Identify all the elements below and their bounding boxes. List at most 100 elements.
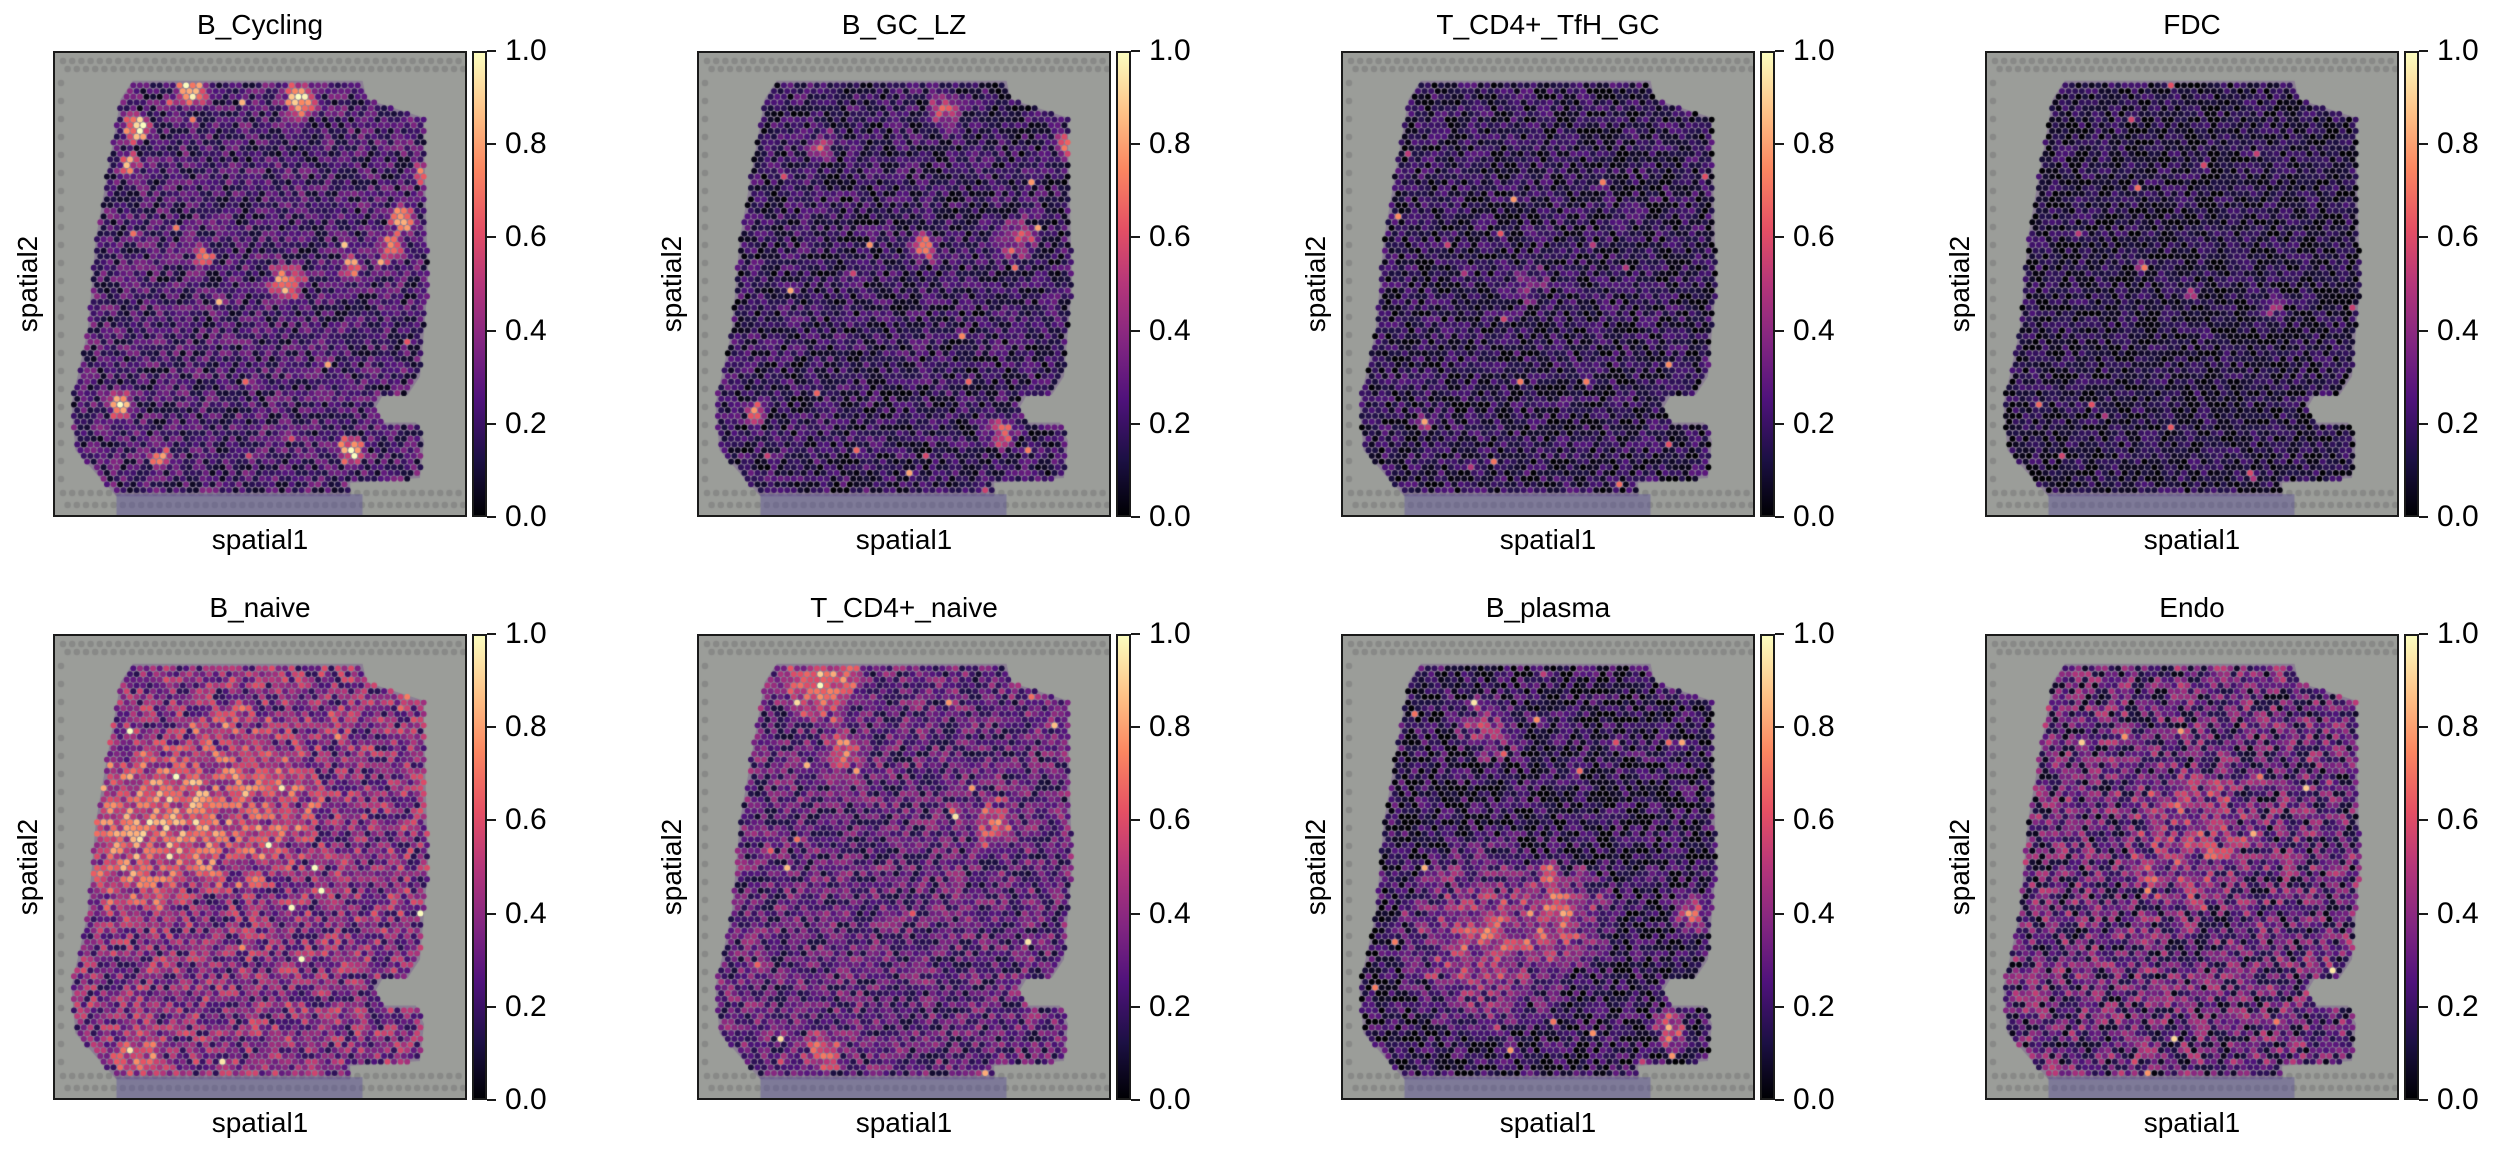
colorbar-tick bbox=[1131, 143, 1140, 146]
colorbar-tick-label: 0.6 bbox=[2437, 220, 2479, 254]
colorbar bbox=[2404, 51, 2419, 517]
colorbar-tick bbox=[1775, 50, 1784, 52]
colorbar bbox=[1760, 634, 1775, 1100]
spot-layer bbox=[1343, 53, 1753, 515]
colorbar-tick bbox=[487, 1005, 496, 1008]
spatial-plot bbox=[697, 634, 1111, 1100]
colorbar-tick bbox=[1775, 1005, 1784, 1008]
colorbar-tick-label: 0.4 bbox=[1793, 896, 1835, 930]
colorbar-tick-label: 0.2 bbox=[1793, 989, 1835, 1023]
colorbar-tick-label: 0.4 bbox=[1793, 313, 1835, 347]
colorbar-tick-label: 0.0 bbox=[1793, 500, 1835, 533]
panel-b-plasma: B_plasma spatial2 spatial1 0.0 0.2 0.4 0.6 0… bbox=[1288, 583, 1908, 1163]
colorbar-tick bbox=[1131, 1005, 1140, 1008]
colorbar-tick-label: 0.0 bbox=[1793, 1083, 1835, 1116]
y-axis-label: spatial2 bbox=[12, 818, 43, 916]
panel-title: FDC bbox=[2163, 9, 2221, 40]
panel-title: B_plasma bbox=[1485, 592, 1611, 623]
y-axis-label: spatial2 bbox=[656, 235, 687, 333]
colorbar-tick-label: 1.0 bbox=[1793, 34, 1835, 67]
panel-title: B_Cycling bbox=[196, 9, 324, 40]
panel-title: B_naive bbox=[209, 592, 311, 623]
panel-title: Endo bbox=[2159, 592, 2225, 623]
colorbar-tick-label: 0.6 bbox=[2437, 803, 2479, 837]
panel-fdc: FDC spatial2 spatial1 0.0 0.2 0.4 0.6 0.8 1.0 bbox=[1932, 0, 2494, 580]
colorbar-tick bbox=[487, 329, 496, 332]
spot-layer bbox=[699, 636, 1109, 1098]
colorbar-tick-label: 0.0 bbox=[1149, 1083, 1191, 1116]
colorbar-tick-label: 0.0 bbox=[1149, 500, 1191, 533]
colorbar-tick bbox=[2419, 236, 2428, 239]
colorbar-tick-label: 0.4 bbox=[505, 896, 547, 930]
colorbar-tick bbox=[1775, 819, 1784, 822]
colorbar-tick-label: 1.0 bbox=[1149, 617, 1191, 650]
colorbar-tick-label: 0.8 bbox=[2437, 127, 2479, 161]
colorbar-tick bbox=[1131, 516, 1140, 518]
panel-title: B_GC_LZ bbox=[841, 9, 967, 40]
panel-b-naive: B_naive spatial2 spatial1 0.0 0.2 0.4 0.6 0.… bbox=[0, 583, 620, 1163]
colorbar-tick bbox=[1775, 329, 1784, 332]
x-axis-label: spatial1 bbox=[1499, 524, 1597, 555]
colorbar-tick-label: 0.2 bbox=[1149, 406, 1191, 440]
spot-layer bbox=[699, 53, 1109, 515]
colorbar-tick-label: 0.6 bbox=[1793, 803, 1835, 837]
spatial-plot bbox=[697, 51, 1111, 517]
colorbar bbox=[2404, 634, 2419, 1100]
colorbar-tick-label: 0.4 bbox=[2437, 896, 2479, 930]
colorbar-tick bbox=[2419, 912, 2428, 915]
colorbar-tick bbox=[487, 633, 496, 635]
colorbar-tick-label: 0.6 bbox=[505, 803, 547, 837]
spatial-plot bbox=[1341, 634, 1755, 1100]
y-axis-label: spatial2 bbox=[1944, 818, 1975, 916]
colorbar-tick-label: 0.4 bbox=[505, 313, 547, 347]
colorbar-tick-label: 0.2 bbox=[1149, 989, 1191, 1023]
y-axis-label: spatial2 bbox=[1944, 235, 1975, 333]
panel-b-cycling: B_Cycling spatial2 spatial1 0.0 0.2 0.4 0.6… bbox=[0, 0, 620, 580]
colorbar bbox=[472, 51, 487, 517]
colorbar-tick-label: 0.4 bbox=[2437, 313, 2479, 347]
colorbar-tick-label: 0.6 bbox=[1793, 220, 1835, 254]
x-axis-label: spatial1 bbox=[2143, 524, 2241, 555]
colorbar-tick-label: 1.0 bbox=[2437, 34, 2479, 67]
colorbar-tick bbox=[2419, 726, 2428, 729]
spot-layer bbox=[1987, 53, 2397, 515]
colorbar-tick bbox=[2419, 50, 2428, 52]
spatial-plot bbox=[53, 634, 467, 1100]
spot-layer bbox=[55, 53, 465, 515]
colorbar-tick bbox=[1775, 912, 1784, 915]
colorbar-tick-label: 0.0 bbox=[2437, 500, 2479, 533]
colorbar-tick-label: 0.8 bbox=[1793, 710, 1835, 744]
colorbar-tick bbox=[1775, 236, 1784, 239]
colorbar-tick bbox=[2419, 329, 2428, 332]
colorbar-tick bbox=[487, 236, 496, 239]
colorbar-tick-label: 0.6 bbox=[1149, 803, 1191, 837]
colorbar-tick bbox=[1775, 633, 1784, 635]
y-axis-label: spatial2 bbox=[656, 818, 687, 916]
spatial-plot bbox=[53, 51, 467, 517]
colorbar-tick-label: 0.8 bbox=[1149, 710, 1191, 744]
colorbar-tick bbox=[2419, 1099, 2428, 1101]
x-axis-label: spatial1 bbox=[1499, 1107, 1597, 1138]
y-axis-label: spatial2 bbox=[1300, 235, 1331, 333]
spot-layer bbox=[1343, 636, 1753, 1098]
colorbar-tick-label: 0.2 bbox=[505, 989, 547, 1023]
colorbar-tick bbox=[2419, 1005, 2428, 1008]
colorbar bbox=[472, 634, 487, 1100]
colorbar-tick bbox=[1131, 726, 1140, 729]
colorbar-tick-label: 1.0 bbox=[2437, 617, 2479, 650]
colorbar-tick bbox=[1131, 329, 1140, 332]
colorbar-tick-label: 0.6 bbox=[1149, 220, 1191, 254]
colorbar-tick bbox=[2419, 819, 2428, 822]
colorbar-tick bbox=[487, 422, 496, 425]
colorbar-tick bbox=[487, 819, 496, 822]
colorbar-tick bbox=[1775, 516, 1784, 518]
colorbar-tick-label: 0.8 bbox=[2437, 710, 2479, 744]
colorbar-tick bbox=[1131, 819, 1140, 822]
panel-title: T_CD4+_naive bbox=[810, 592, 998, 623]
y-axis-label: spatial2 bbox=[1300, 818, 1331, 916]
spot-layer bbox=[55, 636, 465, 1098]
colorbar-tick-label: 0.2 bbox=[1793, 406, 1835, 440]
panel-endo: Endo spatial2 spatial1 0.0 0.2 0.4 0.6 0.8 1.… bbox=[1932, 583, 2494, 1163]
spatial-plot bbox=[1341, 51, 1755, 517]
y-axis-label: spatial2 bbox=[12, 235, 43, 333]
